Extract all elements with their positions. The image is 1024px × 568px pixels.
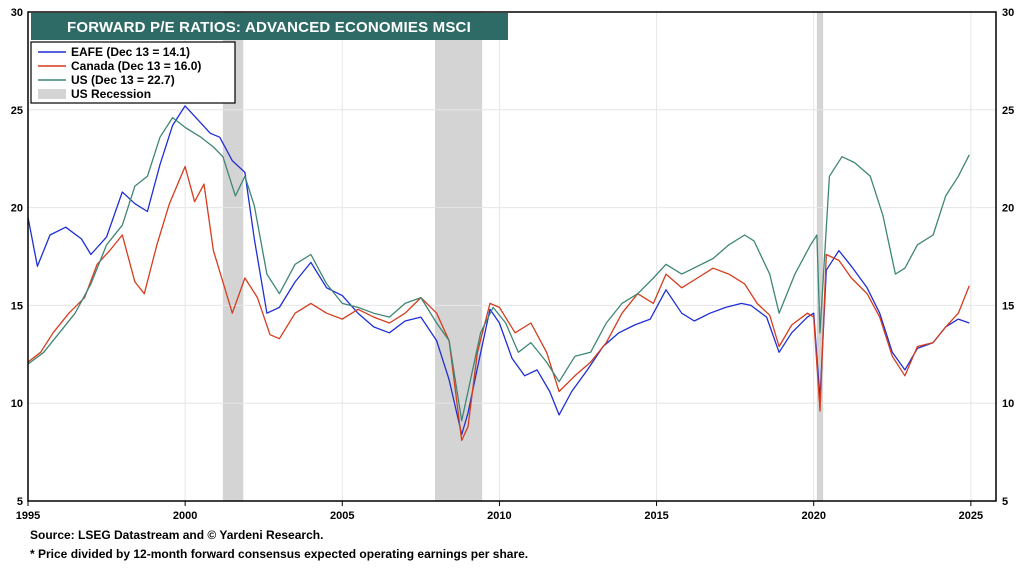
recession-band-2 [816, 12, 824, 501]
title-background [31, 13, 508, 40]
x-tick-label: 2020 [801, 510, 825, 522]
x-tick-label: 2000 [173, 510, 197, 522]
x-tick-label: 2015 [644, 510, 668, 522]
legend-label-eafe: EAFE (Dec 13 = 14.1) [71, 45, 190, 59]
series-line-eafe [27, 105, 970, 436]
source-note: Source: LSEG Datastream and © Yardeni Re… [30, 528, 324, 542]
y-tick-label-left: 15 [11, 300, 23, 312]
y-tick-label-right: 20 [1002, 203, 1014, 215]
chart-title: FORWARD P/E RATIOS: ADVANCED ECONOMIES M… [67, 19, 471, 36]
definition-note: * Price divided by 12-month forward cons… [30, 547, 529, 561]
chart-title-banner: FORWARD P/E RATIOS: ADVANCED ECONOMIES M… [31, 13, 508, 40]
y-tick-label-left: 30 [11, 7, 23, 19]
series-lines [27, 105, 970, 442]
y-tick-label-right: 10 [1002, 398, 1014, 410]
y-tick-label-right: 30 [1002, 7, 1014, 19]
y-tick-label-left: 25 [11, 105, 23, 117]
x-tick-label: 1995 [16, 510, 40, 522]
plot-frame [27, 11, 997, 502]
legend-label-recession: US Recession [71, 87, 151, 101]
x-tick-label: 2010 [487, 510, 511, 522]
legend-label-us: US (Dec 13 = 22.7) [71, 73, 175, 87]
y-tick-label-right: 5 [1002, 496, 1008, 508]
y-tick-label-left: 20 [11, 203, 23, 215]
y-tick-label-left: 10 [11, 398, 23, 410]
y-tick-label-left: 5 [17, 496, 23, 508]
legend: EAFE (Dec 13 = 14.1) Canada (Dec 13 = 16… [30, 41, 236, 104]
recession-band-1 [435, 12, 483, 501]
legend-swatch-recession [38, 89, 66, 99]
legend-label-canada: Canada (Dec 13 = 16.0) [71, 59, 201, 73]
recession-bands [222, 12, 824, 501]
x-tick-label: 2005 [330, 510, 354, 522]
x-tick-label: 2025 [959, 510, 983, 522]
y-tick-label-right: 25 [1002, 105, 1014, 117]
recession-band-0 [222, 12, 244, 501]
y-tick-label-right: 15 [1002, 300, 1014, 312]
series-line-us [27, 116, 970, 422]
series-line-canada [27, 165, 970, 442]
